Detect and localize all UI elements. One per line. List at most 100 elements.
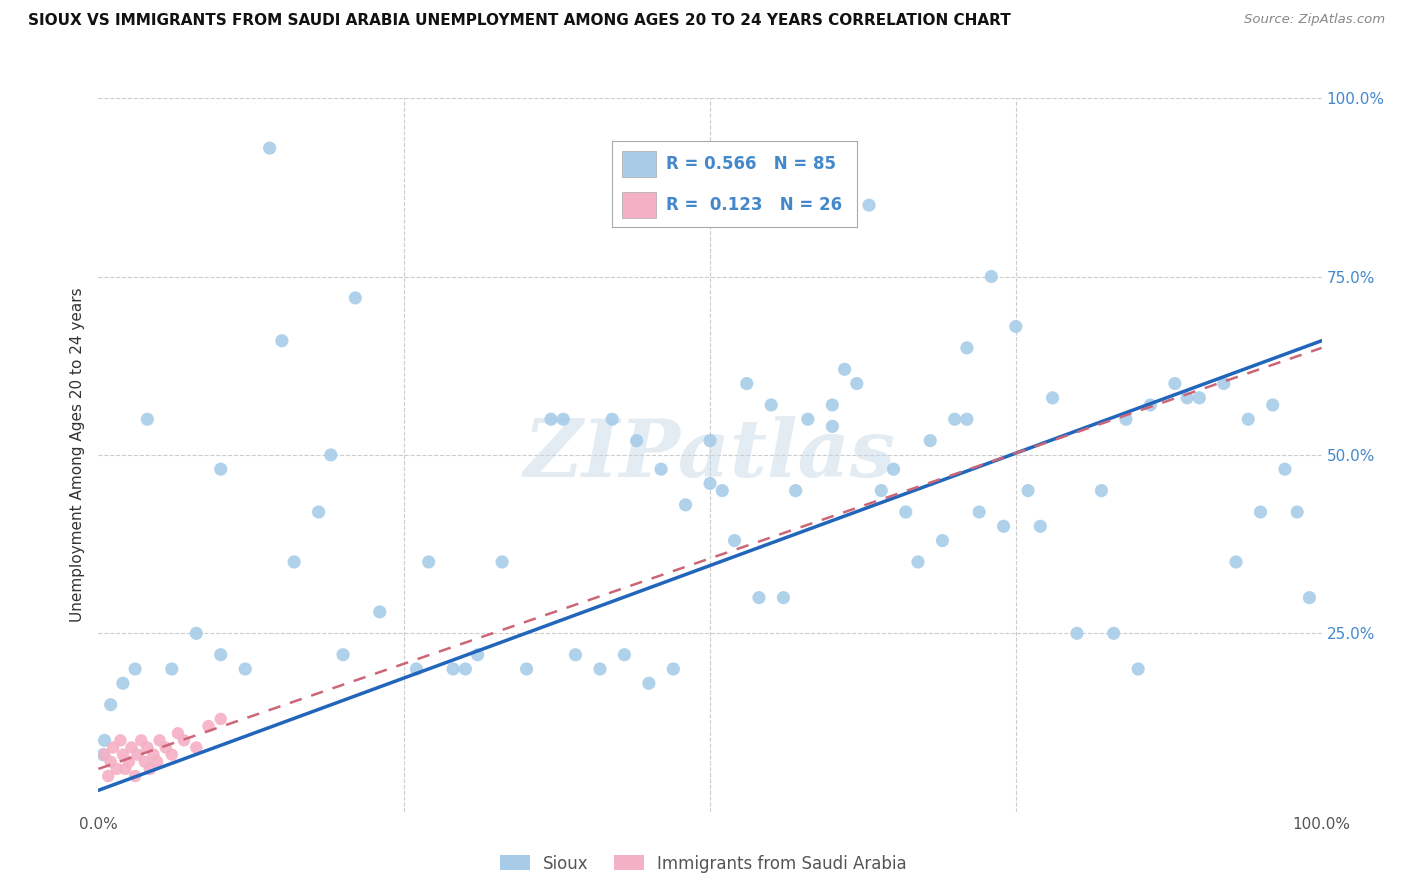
Point xyxy=(515,662,537,676)
Point xyxy=(186,626,208,640)
Point xyxy=(748,591,770,605)
Point xyxy=(967,505,990,519)
Point xyxy=(127,747,149,762)
Point xyxy=(1139,398,1161,412)
Point xyxy=(1237,412,1260,426)
Point xyxy=(1212,376,1234,391)
Point xyxy=(186,740,208,755)
Text: SIOUX VS IMMIGRANTS FROM SAUDI ARABIA UNEMPLOYMENT AMONG AGES 20 TO 24 YEARS COR: SIOUX VS IMMIGRANTS FROM SAUDI ARABIA UN… xyxy=(28,13,1011,29)
Point xyxy=(920,434,942,448)
Point xyxy=(1004,319,1026,334)
Point xyxy=(626,434,648,448)
Point xyxy=(100,698,122,712)
Point xyxy=(907,555,929,569)
Point xyxy=(1164,376,1187,391)
Point xyxy=(980,269,1002,284)
Point xyxy=(1298,591,1320,605)
Point xyxy=(1042,391,1064,405)
Point xyxy=(553,412,575,426)
Point xyxy=(149,733,172,747)
Point xyxy=(93,747,115,762)
Point xyxy=(167,726,190,740)
Point xyxy=(134,755,156,769)
Point xyxy=(146,755,169,769)
Point xyxy=(1102,626,1125,640)
Point xyxy=(858,198,880,212)
Point xyxy=(772,591,794,605)
Point xyxy=(332,648,354,662)
Point xyxy=(699,476,721,491)
Point xyxy=(638,676,661,690)
Point xyxy=(662,662,685,676)
Point xyxy=(105,762,128,776)
Point xyxy=(723,533,745,548)
Point xyxy=(1128,662,1150,676)
Point xyxy=(136,740,159,755)
Bar xyxy=(621,193,657,218)
Point xyxy=(93,733,115,747)
Point xyxy=(943,412,966,426)
Point xyxy=(124,662,146,676)
Point xyxy=(209,712,232,726)
Point xyxy=(283,555,305,569)
Point xyxy=(1249,505,1271,519)
Point xyxy=(821,419,844,434)
Point xyxy=(136,412,159,426)
Point xyxy=(233,662,256,676)
Point xyxy=(100,755,122,769)
Point xyxy=(834,362,856,376)
Point xyxy=(650,462,672,476)
Point xyxy=(160,747,183,762)
Text: R =  0.123   N = 26: R = 0.123 N = 26 xyxy=(666,196,842,214)
Point xyxy=(735,376,758,391)
Point xyxy=(1115,412,1137,426)
Bar xyxy=(621,152,657,177)
Point xyxy=(1188,391,1211,405)
Point xyxy=(883,462,905,476)
Point xyxy=(111,747,134,762)
Point xyxy=(1225,555,1247,569)
Point xyxy=(613,648,636,662)
Point xyxy=(405,662,427,676)
Text: R = 0.566   N = 85: R = 0.566 N = 85 xyxy=(666,155,837,173)
Point xyxy=(540,412,562,426)
Point xyxy=(1286,505,1309,519)
Point xyxy=(259,141,281,155)
Point xyxy=(1017,483,1039,498)
Point xyxy=(454,662,477,676)
Point xyxy=(870,483,893,498)
Point xyxy=(491,555,513,569)
Point xyxy=(155,740,177,755)
Point xyxy=(993,519,1015,533)
Point xyxy=(368,605,391,619)
Point xyxy=(761,398,783,412)
Point xyxy=(129,733,152,747)
Point xyxy=(209,462,232,476)
Legend: Sioux, Immigrants from Saudi Arabia: Sioux, Immigrants from Saudi Arabia xyxy=(494,848,912,880)
Point xyxy=(589,662,612,676)
Point xyxy=(319,448,342,462)
Point xyxy=(845,376,868,391)
Point xyxy=(91,747,114,762)
Point xyxy=(797,412,820,426)
Point xyxy=(441,662,464,676)
Point xyxy=(821,398,844,412)
Point xyxy=(1066,626,1088,640)
Point xyxy=(120,740,142,755)
Point xyxy=(564,648,586,662)
Point xyxy=(142,747,165,762)
Point xyxy=(209,648,232,662)
Point xyxy=(467,648,489,662)
Point xyxy=(160,662,183,676)
Point xyxy=(118,755,141,769)
Point xyxy=(956,341,979,355)
Point xyxy=(1261,398,1284,412)
Point xyxy=(956,412,979,426)
Point xyxy=(114,762,136,776)
Point xyxy=(344,291,367,305)
Y-axis label: Unemployment Among Ages 20 to 24 years: Unemployment Among Ages 20 to 24 years xyxy=(70,287,86,623)
Point xyxy=(308,505,330,519)
Point xyxy=(1274,462,1296,476)
Point xyxy=(711,483,734,498)
Point xyxy=(418,555,440,569)
